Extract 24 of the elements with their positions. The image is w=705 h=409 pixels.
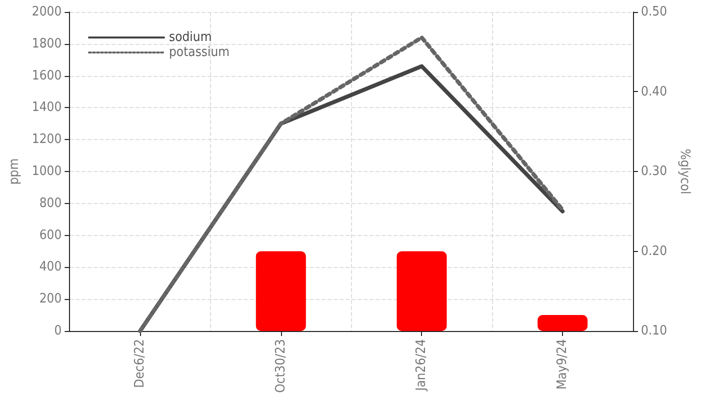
y2-axis-title: %glycol	[676, 148, 692, 194]
y2-tick-label: 0.20	[641, 244, 668, 259]
y2-tick-label: 0.10	[641, 324, 668, 338]
y-tick-label: 800	[39, 196, 62, 211]
x-tick-label: May9/24	[555, 339, 570, 390]
y-tick-label: 1200	[32, 132, 62, 148]
text: potassium	[169, 45, 230, 60]
y-tick-label: 1600	[32, 68, 62, 84]
x-tick-label: Jan26/24	[414, 339, 430, 392]
y-tick-label: 1400	[32, 100, 62, 116]
y2-tick-label: 0.50	[641, 4, 668, 20]
y2-tick-label: 0.30	[641, 164, 668, 179]
y-tick-label: 1800	[32, 36, 62, 52]
y-tick-label: 0	[54, 324, 62, 338]
y-tick-label: 1000	[32, 164, 62, 179]
y-tick-label: 200	[39, 292, 62, 307]
x-tick-label: Oct30/23	[273, 339, 288, 393]
y-tick-label: 2000	[32, 4, 62, 20]
y-tick-label: 600	[39, 228, 62, 243]
y-tick-label: 400	[39, 260, 62, 275]
y2-tick-label: 0.40	[641, 84, 668, 100]
text: sodium	[169, 30, 212, 45]
y-axis-title: ppm	[7, 158, 22, 185]
x-tick-label: Dec6/22	[132, 339, 148, 388]
